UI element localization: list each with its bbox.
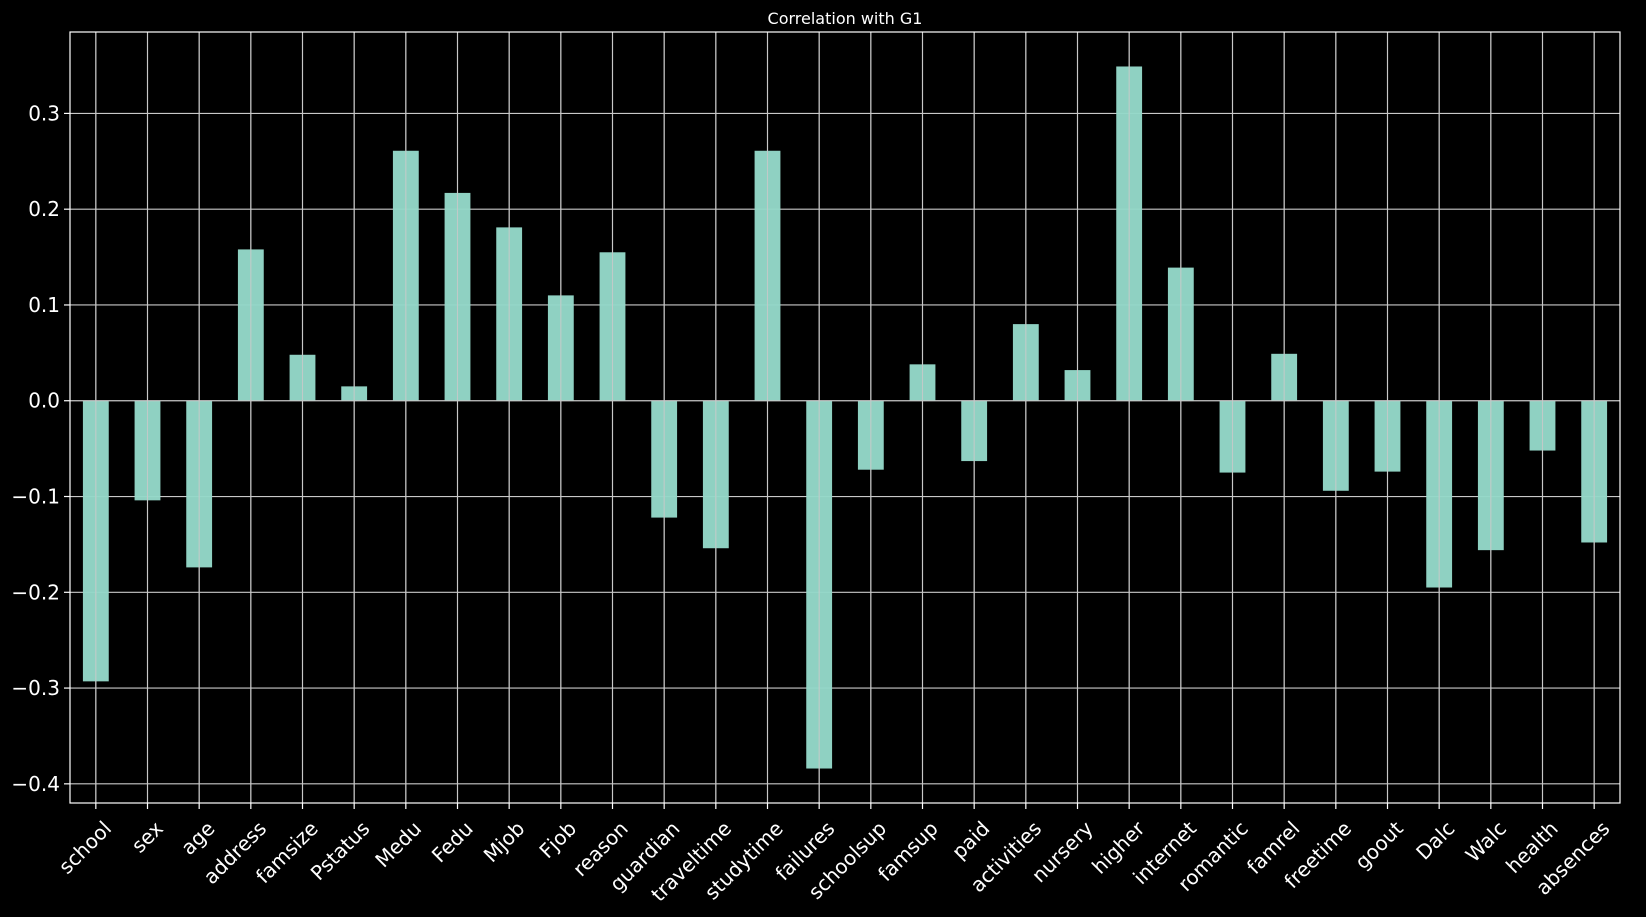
y-tick-label: 0.2 [28, 197, 60, 221]
axes [69, 31, 1621, 804]
y-ticks: −0.4 −0.3 −0.2 −0.1 0.0 0.1 0.2 0.3 [11, 101, 70, 796]
y-tick-label: −0.3 [11, 676, 60, 700]
y-tick-label: −0.2 [11, 580, 60, 604]
y-tick-label: 0.0 [28, 389, 60, 413]
plot-frame [69, 31, 1621, 804]
chart-title: Correlation with G1 [768, 9, 923, 28]
y-tick-label: 0.1 [28, 293, 60, 317]
y-tick-label: −0.1 [11, 485, 60, 509]
bars [70, 32, 1620, 803]
y-tick-label: −0.4 [11, 772, 60, 796]
y-tick-label: 0.3 [28, 101, 60, 125]
